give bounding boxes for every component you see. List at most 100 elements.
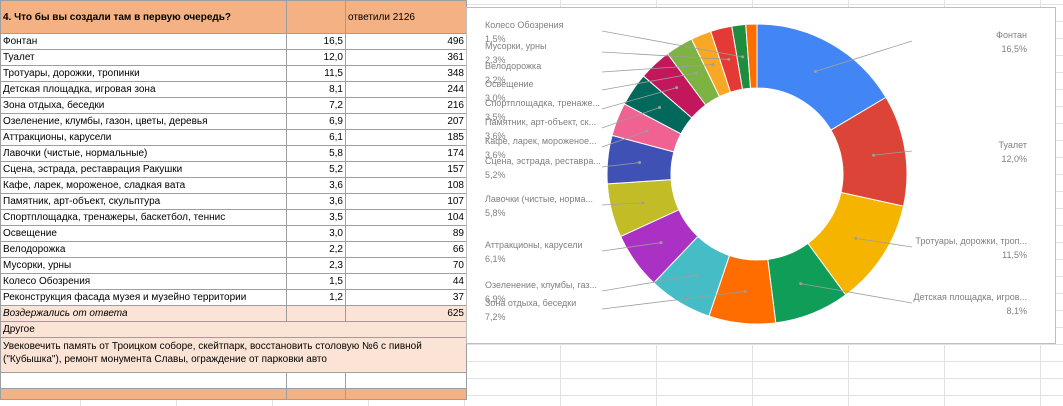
row-percent[interactable]: 3,0	[286, 225, 346, 242]
row-percent[interactable]: 5,8	[286, 145, 346, 162]
row-label[interactable]: Реконструкция фасада музея и музейно тер…	[0, 289, 287, 306]
row-count[interactable]: 216	[345, 97, 467, 114]
row-percent[interactable]: 2,3	[286, 257, 346, 274]
table-row: Озеленение, клумбы, газон, цветы, деревь…	[0, 113, 467, 130]
row-percent[interactable]: 3,6	[286, 193, 346, 210]
row-percent[interactable]: 3,6	[286, 177, 346, 194]
slice-value-label: 12,0%	[1001, 154, 1027, 164]
slice-label: Мусорки, урны	[485, 41, 546, 51]
slice-label: Детская площадка, игров...	[914, 292, 1027, 302]
row-percent[interactable]: 3,5	[286, 209, 346, 226]
row-count[interactable]: 496	[345, 33, 467, 50]
table-row: Спортплощадка, тренажеры, баскетбол, тен…	[0, 209, 467, 226]
row-label[interactable]: Велодорожка	[0, 241, 287, 258]
row-label[interactable]: Детская площадка, игровая зона	[0, 81, 287, 98]
row-count[interactable]: 104	[345, 209, 467, 226]
row-label[interactable]: Колесо Обозрения	[0, 273, 287, 290]
row-count[interactable]: 107	[345, 193, 467, 210]
row-percent[interactable]: 2,2	[286, 241, 346, 258]
row-count[interactable]: 108	[345, 177, 467, 194]
row-count[interactable]: 185	[345, 129, 467, 146]
row-count[interactable]: 348	[345, 65, 467, 82]
leader-dot	[658, 105, 662, 109]
table-row: Аттракционы, карусели 6,1 185	[0, 129, 467, 146]
leader-dot	[854, 236, 858, 240]
row-label[interactable]: Памятник, арт-объект, скульптура	[0, 193, 287, 210]
slice-label: Кафе, ларек, мороженое...	[485, 136, 596, 146]
row-percent[interactable]: 16,5	[286, 33, 346, 50]
leader-dot	[743, 289, 747, 293]
row-label[interactable]: Спортплощадка, тренажеры, баскетбол, тен…	[0, 209, 287, 226]
table-row: Фонтан 16,5 496	[0, 33, 467, 50]
abstained-label[interactable]: Воздержались от ответа	[0, 305, 287, 322]
row-label[interactable]: Лавочки (чистые, нормальные)	[0, 145, 287, 162]
table-row: Реконструкция фасада музея и музейно тер…	[0, 289, 467, 306]
leader-line	[601, 274, 697, 292]
row-label[interactable]: Тротуары, дорожки, тропинки	[0, 65, 287, 82]
row-count[interactable]: 37	[345, 289, 467, 306]
leader-line	[601, 107, 660, 129]
row-label[interactable]: Фонтан	[0, 33, 287, 50]
question-header[interactable]: 4. Что бы вы создали там в первую очеред…	[0, 0, 287, 34]
leader-dot	[659, 241, 663, 245]
other-label[interactable]: Другое	[0, 321, 467, 338]
row-percent[interactable]: 5,2	[286, 161, 346, 178]
row-label[interactable]: Освещение	[0, 225, 287, 242]
row-percent[interactable]: 6,1	[286, 129, 346, 146]
slice-label: Освещение	[485, 79, 534, 89]
leader-dot	[711, 63, 715, 67]
slice-label: Сцена, эстрада, реставра...	[485, 156, 601, 166]
slice-16[interactable]	[745, 23, 758, 89]
slice-label: Памятник, арт-объект, ск...	[485, 117, 596, 127]
row-count[interactable]: 44	[345, 273, 467, 290]
row-percent[interactable]: 12,0	[286, 49, 346, 66]
donut-chart-panel[interactable]: Фонтан 16,5% Туалет 12,0% Тротуары, дорожки,…	[466, 7, 1056, 344]
blank-cell[interactable]	[286, 372, 346, 389]
respondents-header[interactable]: ответили 2126	[345, 0, 467, 34]
abstained-count[interactable]: 625	[345, 305, 467, 322]
row-label[interactable]: Кафе, ларек, мороженое, сладкая вата	[0, 177, 287, 194]
row-label[interactable]: Сцена, эстрада, реставрация Ракушки	[0, 161, 287, 178]
row-count[interactable]: 70	[345, 257, 467, 274]
row-percent[interactable]: 7,2	[286, 97, 346, 114]
row-count[interactable]: 89	[345, 225, 467, 242]
row-count[interactable]: 207	[345, 113, 467, 130]
slice-label: Велодорожка	[485, 61, 541, 71]
row-label[interactable]: Мусорки, урны	[0, 257, 287, 274]
row-count[interactable]: 174	[345, 145, 467, 162]
slice-label: Фонтан	[996, 30, 1027, 40]
row-count[interactable]: 361	[345, 49, 467, 66]
leader-dot	[727, 57, 731, 61]
leader-dot	[871, 153, 875, 157]
row-label[interactable]: Аттракционы, карусели	[0, 129, 287, 146]
row-percent[interactable]: 1,5	[286, 273, 346, 290]
next-header-row	[0, 388, 467, 400]
blank-cell[interactable]	[0, 372, 287, 389]
slice-label: Озеленение, клумбы, газ...	[485, 280, 597, 290]
row-percent[interactable]: 8,1	[286, 81, 346, 98]
next-header-cell[interactable]	[0, 388, 287, 400]
row-label[interactable]: Зона отдыха, беседки	[0, 97, 287, 114]
row-percent[interactable]: 11,5	[286, 65, 346, 82]
row-count[interactable]: 157	[345, 161, 467, 178]
other-text[interactable]: Увековечить память от Троицком соборе, с…	[0, 337, 467, 373]
row-label[interactable]: Озеленение, клумбы, газон, цветы, деревь…	[0, 113, 287, 130]
table-row: Детская площадка, игровая зона 8,1 244	[0, 81, 467, 98]
row-percent[interactable]: 1,2	[286, 289, 346, 306]
blank-cell[interactable]	[345, 372, 467, 389]
next-header-cell[interactable]	[286, 388, 346, 400]
pct-header[interactable]	[286, 0, 346, 34]
next-header-cell[interactable]	[345, 388, 467, 400]
row-percent[interactable]: 6,9	[286, 113, 346, 130]
slice-value-label: 3,0%	[485, 93, 506, 103]
leader-line	[601, 242, 662, 252]
table-row: Лавочки (чистые, нормальные) 5,8 174	[0, 145, 467, 162]
table-row: Тротуары, дорожки, тропинки 11,5 348	[0, 65, 467, 82]
row-count[interactable]: 244	[345, 81, 467, 98]
row-count[interactable]: 66	[345, 241, 467, 258]
results-table: 4. Что бы вы создали там в первую очеред…	[0, 0, 467, 400]
leader-dot	[641, 201, 645, 205]
row-label[interactable]: Туалет	[0, 49, 287, 66]
abstained-pct[interactable]	[286, 305, 346, 322]
slice-label: Тротуары, дорожки, троп...	[915, 236, 1027, 246]
